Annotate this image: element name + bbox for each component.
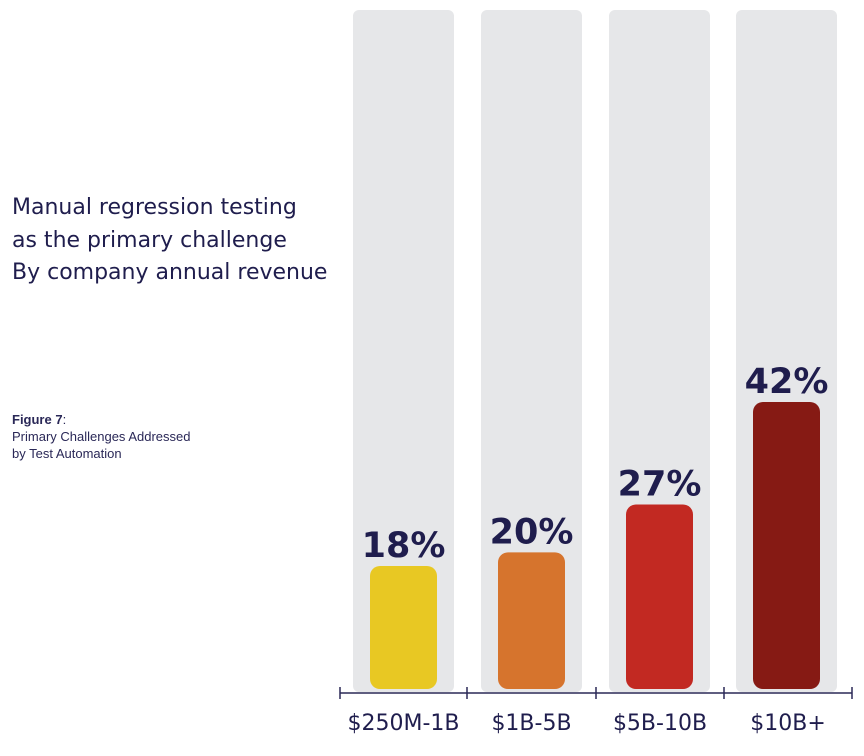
chart-title: Manual regression testing as the primary… bbox=[12, 192, 342, 290]
bar bbox=[626, 504, 693, 689]
data-label: 18% bbox=[362, 526, 446, 566]
bar-track bbox=[481, 10, 582, 692]
figure-caption-line-2: by Test Automation bbox=[12, 446, 122, 461]
figure-label-suffix: : bbox=[62, 412, 67, 427]
bar bbox=[753, 402, 820, 689]
figure-label-line: Figure 7: bbox=[12, 411, 262, 428]
x-tick-label: $10B+ bbox=[750, 711, 826, 736]
x-tick-label: $250M-1B bbox=[348, 711, 460, 736]
x-tick-label: $5B-10B bbox=[613, 711, 707, 736]
title-line-2: as the primary challenge bbox=[12, 227, 287, 253]
data-label: 42% bbox=[745, 362, 829, 402]
bar bbox=[370, 566, 437, 689]
bar bbox=[498, 552, 565, 689]
figure-label: Figure 7 bbox=[12, 412, 63, 427]
figure-caption: Figure 7: Primary Challenges Addressed b… bbox=[12, 411, 262, 462]
title-line-3: By company annual revenue bbox=[12, 260, 328, 285]
x-tick-label: $1B-5B bbox=[491, 711, 571, 736]
figure-caption-line-1: Primary Challenges Addressed bbox=[12, 429, 191, 444]
bar-track bbox=[353, 10, 454, 692]
data-label: 20% bbox=[490, 512, 574, 552]
data-label: 27% bbox=[618, 465, 702, 505]
title-line-1: Manual regression testing bbox=[12, 195, 297, 220]
